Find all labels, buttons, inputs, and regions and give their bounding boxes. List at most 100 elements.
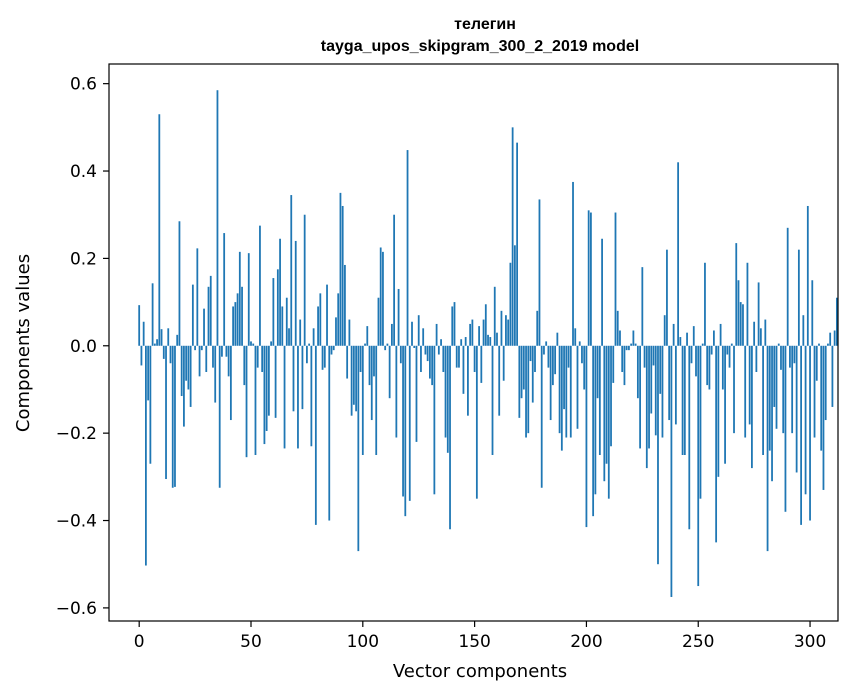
bar bbox=[502, 345, 505, 381]
bar bbox=[229, 345, 232, 421]
bar bbox=[563, 345, 565, 410]
bar bbox=[511, 127, 514, 346]
bar bbox=[753, 321, 756, 346]
bar bbox=[299, 319, 302, 346]
bar bbox=[827, 343, 829, 346]
bar bbox=[205, 345, 208, 372]
bar bbox=[393, 214, 396, 346]
bar bbox=[484, 304, 487, 346]
bars-layer bbox=[138, 90, 838, 597]
bar bbox=[690, 345, 693, 364]
bar bbox=[321, 345, 324, 370]
bar bbox=[679, 337, 682, 346]
bar bbox=[314, 345, 317, 525]
bar bbox=[252, 343, 255, 346]
bar bbox=[185, 345, 188, 381]
bar bbox=[390, 323, 393, 346]
bar bbox=[189, 345, 192, 407]
bar bbox=[759, 328, 762, 346]
y-tick-label: −0.4 bbox=[56, 512, 97, 532]
bar bbox=[227, 345, 230, 377]
bar bbox=[415, 345, 418, 442]
bar bbox=[697, 345, 700, 587]
y-tick-label: 0.2 bbox=[70, 249, 97, 269]
bar bbox=[569, 345, 572, 438]
bar bbox=[308, 343, 311, 346]
bar bbox=[735, 243, 738, 346]
bar bbox=[368, 345, 371, 386]
bar bbox=[706, 345, 709, 386]
bar bbox=[147, 345, 150, 401]
bar bbox=[554, 345, 557, 375]
bar bbox=[509, 262, 512, 346]
bar bbox=[469, 323, 472, 346]
bar bbox=[473, 345, 476, 372]
bar bbox=[283, 345, 286, 449]
bar bbox=[442, 345, 445, 372]
bar bbox=[621, 345, 624, 372]
bar bbox=[699, 345, 702, 499]
bar bbox=[551, 345, 554, 386]
bar bbox=[773, 345, 776, 407]
bar bbox=[797, 249, 800, 346]
bar bbox=[198, 345, 201, 377]
ticks-layer: 0 50 100 150 200 250 300 −0.6 −0.4 −0.2 0.0 0.2 0.4 0… bbox=[56, 75, 827, 652]
bar bbox=[768, 345, 771, 451]
bar bbox=[301, 345, 304, 410]
bar bbox=[388, 345, 391, 399]
bar bbox=[757, 282, 760, 346]
bar bbox=[480, 345, 483, 383]
x-tick-label: 250 bbox=[682, 632, 714, 652]
bar bbox=[196, 248, 199, 346]
bar bbox=[171, 345, 174, 488]
y-tick-label: 0.6 bbox=[70, 75, 97, 95]
bar bbox=[272, 278, 275, 346]
bar bbox=[274, 345, 277, 418]
bar bbox=[165, 345, 167, 480]
bar bbox=[516, 142, 518, 346]
bar bbox=[643, 345, 646, 368]
bar bbox=[818, 343, 820, 346]
bar bbox=[306, 345, 308, 364]
x-tick-label: 50 bbox=[240, 632, 262, 652]
bar bbox=[659, 345, 662, 394]
bar bbox=[216, 90, 219, 346]
bar bbox=[149, 345, 152, 464]
bar bbox=[279, 238, 281, 346]
bar bbox=[395, 345, 398, 438]
bar bbox=[140, 345, 143, 366]
bar bbox=[200, 345, 203, 351]
bar bbox=[339, 192, 342, 346]
bar bbox=[590, 212, 592, 346]
bar bbox=[350, 345, 353, 416]
bar bbox=[386, 343, 389, 346]
bar bbox=[657, 345, 659, 565]
bar bbox=[654, 345, 657, 436]
bar bbox=[218, 345, 221, 488]
bar bbox=[628, 345, 630, 351]
bar bbox=[518, 345, 521, 418]
bar bbox=[373, 345, 375, 377]
bar bbox=[833, 330, 836, 346]
y-tick-label: −0.6 bbox=[56, 599, 97, 619]
bar bbox=[505, 315, 507, 346]
bar bbox=[471, 319, 474, 346]
bar bbox=[831, 345, 834, 407]
x-tick-label: 150 bbox=[458, 632, 490, 652]
bar bbox=[824, 345, 827, 421]
bar bbox=[666, 249, 668, 346]
bar bbox=[601, 238, 603, 346]
bar bbox=[259, 225, 261, 346]
bar bbox=[379, 247, 382, 346]
bar bbox=[661, 345, 664, 438]
bar bbox=[607, 345, 610, 499]
bar bbox=[491, 345, 494, 455]
bar bbox=[364, 343, 366, 346]
bar bbox=[413, 345, 416, 348]
bar bbox=[241, 286, 243, 346]
bar bbox=[695, 345, 697, 377]
bar bbox=[567, 345, 570, 368]
bar bbox=[670, 345, 673, 597]
plot-frame bbox=[108, 63, 839, 622]
bar bbox=[500, 310, 503, 346]
